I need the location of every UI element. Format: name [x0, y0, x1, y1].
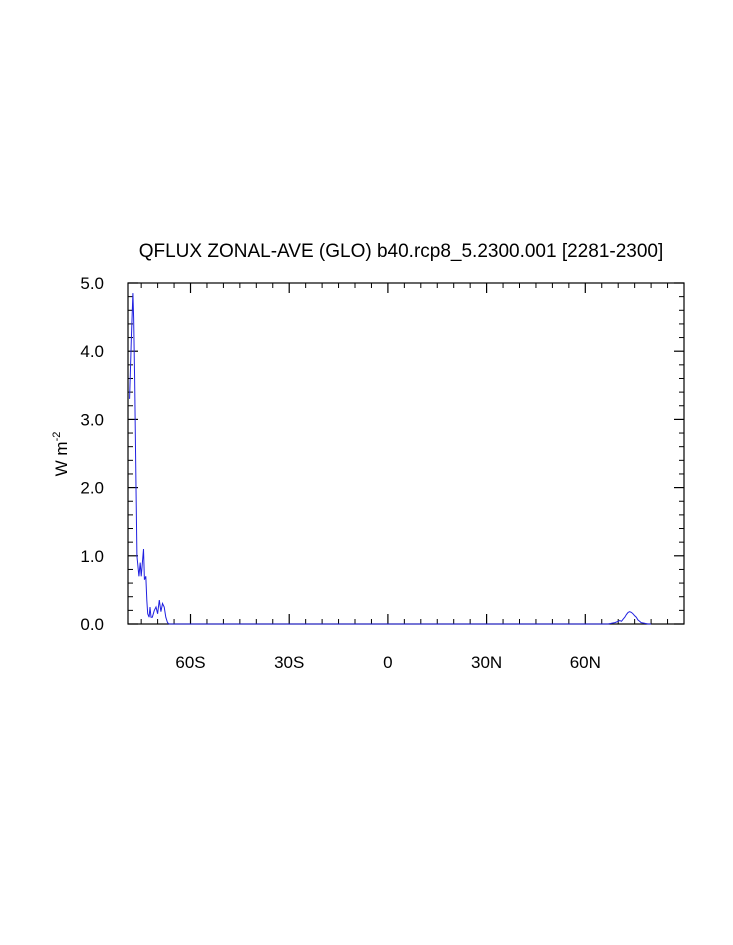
- y-tick-label: 3.0: [80, 410, 104, 429]
- x-tick-label: 60S: [175, 653, 205, 672]
- y-axis-label-exponent: -2: [51, 432, 63, 442]
- y-axis-label: W m-2: [51, 432, 71, 477]
- x-tick-label: 30N: [471, 653, 502, 672]
- plot-frame-group: [127, 282, 685, 625]
- y-tick-label: 0.0: [80, 615, 104, 634]
- y-tick-label: 5.0: [80, 274, 104, 293]
- plot-frame: [127, 282, 685, 625]
- y-ticks: 0.0 1.0 2.0 3.0 4.0 5.0: [80, 274, 684, 634]
- y-tick-label: 1.0: [80, 547, 104, 566]
- y-tick-label: 4.0: [80, 342, 104, 361]
- series-group: [129, 293, 652, 625]
- series-line: [129, 293, 652, 625]
- x-tick-label: 0: [383, 653, 392, 672]
- y-tick-label: 2.0: [80, 479, 104, 498]
- y-axis-label-base: W m: [52, 441, 71, 476]
- x-tick-label: 30S: [274, 653, 304, 672]
- minor-ticks: [128, 283, 684, 624]
- x-ticks: 60S 30S 0 30N 60N: [175, 283, 601, 672]
- chart-title: QFLUX ZONAL-AVE (GLO) b40.rcp8_5.2300.00…: [139, 241, 664, 262]
- x-tick-label: 60N: [570, 653, 601, 672]
- ytitle: W m-2: [51, 432, 71, 477]
